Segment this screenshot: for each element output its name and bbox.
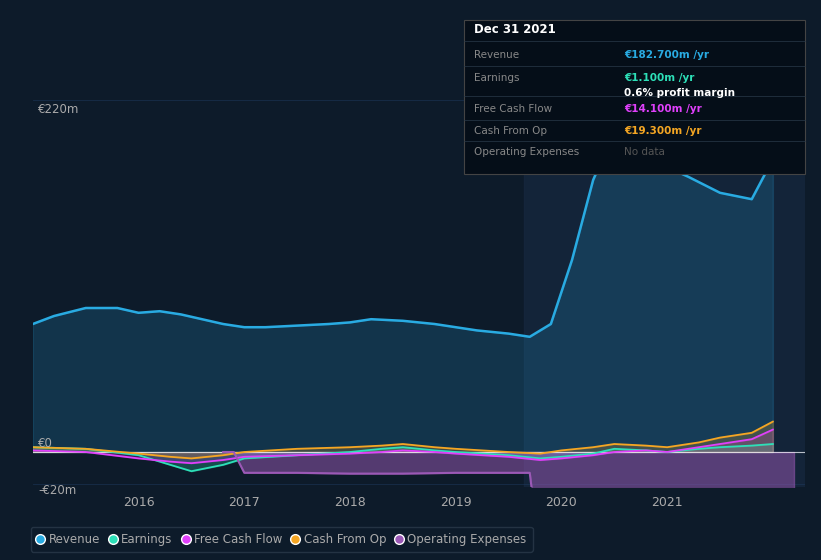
Text: -€20m: -€20m [38,484,76,497]
Bar [525,84,805,487]
Text: Revenue: Revenue [474,50,519,60]
Text: €19.300m /yr: €19.300m /yr [624,126,701,136]
Legend: Revenue, Earnings, Free Cash Flow, Cash From Op, Operating Expenses: Revenue, Earnings, Free Cash Flow, Cash … [31,527,533,552]
Text: Earnings: Earnings [474,73,519,82]
Text: €1.100m /yr: €1.100m /yr [624,73,695,82]
Text: 0.6% profit margin: 0.6% profit margin [624,88,735,98]
Text: Cash From Op: Cash From Op [474,126,547,136]
Text: €14.100m /yr: €14.100m /yr [624,105,702,114]
Text: €0: €0 [38,437,53,450]
Text: Free Cash Flow: Free Cash Flow [474,105,552,114]
Text: Operating Expenses: Operating Expenses [474,147,579,157]
Text: €182.700m /yr: €182.700m /yr [624,50,709,60]
Text: No data: No data [624,147,665,157]
Text: €220m: €220m [38,103,80,116]
Text: Dec 31 2021: Dec 31 2021 [474,23,556,36]
